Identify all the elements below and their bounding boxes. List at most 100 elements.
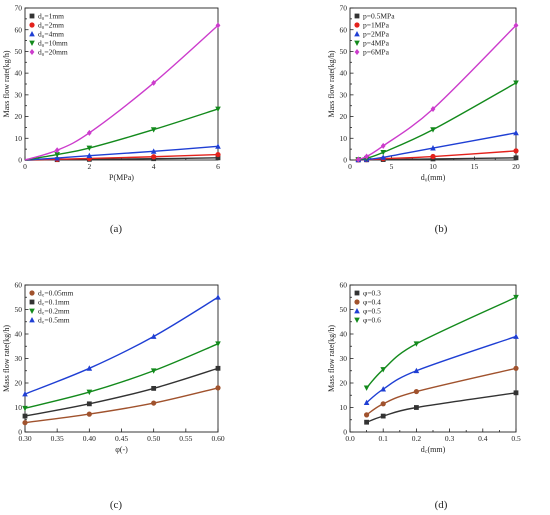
data-point <box>86 401 92 407</box>
panel-label: (c) <box>110 499 123 511</box>
data-point <box>215 155 221 161</box>
data-point <box>215 22 221 29</box>
series-line <box>358 24 517 161</box>
x-tick-label: 6 <box>216 162 220 171</box>
y-tick-label: 60 <box>15 25 23 34</box>
x-tick-label: 5 <box>390 162 394 171</box>
x-tick-label: 0 <box>348 162 352 171</box>
data-point <box>413 367 420 374</box>
y-tick-label: 0 <box>343 156 347 165</box>
x-tick-label: 0.35 <box>51 434 64 443</box>
data-point <box>430 153 436 160</box>
legend-marker <box>29 299 35 305</box>
legend-entry: d꜀=0.5mm <box>38 316 70 325</box>
panel-b: 0 5 10 15 20 0 10 20 30 40 50 60 70 d₀(mm) Mass flow r… <box>327 4 520 235</box>
data-point <box>215 385 221 391</box>
y-tick-label: 20 <box>340 379 348 388</box>
series-line <box>24 24 219 161</box>
panel-label: (a) <box>110 223 123 235</box>
series-line <box>24 387 219 424</box>
x-axis-label: d꜀(mm) <box>421 445 446 454</box>
y-tick-label: 20 <box>340 112 348 121</box>
legend-marker <box>29 317 35 323</box>
y-tick-label: 30 <box>340 354 348 363</box>
y-axis-label: Mass flow rate(kg/h) <box>2 325 11 392</box>
data-point <box>513 155 519 161</box>
y-tick-label: 50 <box>340 47 348 56</box>
panel-d: 0.0 0.1 0.2 0.3 0.4 0.5 0 10 20 30 40 50 60 d꜀(mm) Mas… <box>327 281 521 511</box>
data-point <box>364 419 369 425</box>
legend-entry: p=1MPa <box>363 21 390 30</box>
data-point <box>380 401 386 407</box>
data-point <box>150 333 157 339</box>
data-point <box>513 365 519 371</box>
legend-marker <box>354 290 360 296</box>
legend-marker <box>29 13 35 19</box>
x-tick-label: 15 <box>471 162 479 171</box>
data-point <box>215 294 221 300</box>
x-tick-label: 0.50 <box>147 434 160 443</box>
legend-marker <box>29 49 35 55</box>
data-point <box>215 151 221 158</box>
legend-marker <box>29 308 35 314</box>
data-point <box>380 413 386 419</box>
x-axis-label: d₀(mm) <box>421 173 446 182</box>
y-tick-label: 20 <box>15 379 23 388</box>
x-tick-label: 2 <box>87 162 91 171</box>
data-point <box>513 333 519 339</box>
data-point <box>22 405 28 412</box>
legend-marker <box>354 13 360 19</box>
y-tick-label: 70 <box>340 4 348 13</box>
data-point <box>151 79 157 86</box>
data-point <box>215 365 221 371</box>
data-point <box>364 412 370 418</box>
legend-marker <box>354 308 360 314</box>
legend-entry: φ=0.6 <box>363 316 381 325</box>
series-line <box>366 296 517 389</box>
data-point <box>22 413 28 419</box>
data-point <box>150 148 157 154</box>
x-tick-label: 0.2 <box>412 434 422 443</box>
data-point <box>513 390 519 396</box>
data-point <box>380 142 386 149</box>
series-line <box>366 367 517 416</box>
legend-entry: d₀=1mm <box>38 12 64 21</box>
data-point <box>430 145 436 151</box>
y-tick-label: 40 <box>340 330 348 339</box>
legend-marker <box>354 40 360 46</box>
y-tick-label: 50 <box>15 305 23 314</box>
data-point <box>86 145 93 152</box>
x-tick-label: 0.30 <box>18 434 31 443</box>
y-tick-label: 0 <box>18 156 22 165</box>
legend-entry: d꜀=0.05mm <box>38 289 74 298</box>
data-point <box>215 143 221 149</box>
data-point <box>430 105 436 112</box>
data-point <box>363 399 370 405</box>
data-point <box>54 152 60 158</box>
y-tick-label: 30 <box>15 354 23 363</box>
legend-marker <box>354 299 360 305</box>
y-tick-label: 40 <box>340 69 348 78</box>
x-tick-label: 0.45 <box>115 434 128 443</box>
y-tick-label: 60 <box>340 25 348 34</box>
data-point <box>22 391 28 397</box>
y-tick-label: 50 <box>340 305 348 314</box>
legend-marker <box>29 31 35 37</box>
x-tick-label: 20 <box>512 162 520 171</box>
x-tick-label: 10 <box>429 162 437 171</box>
series-line <box>358 82 517 161</box>
data-point <box>54 155 60 161</box>
data-point <box>150 127 157 133</box>
data-point <box>355 156 361 163</box>
y-tick-label: 10 <box>15 403 23 412</box>
data-point <box>380 367 386 373</box>
y-tick-label: 40 <box>15 69 23 78</box>
panel-label: (d) <box>435 499 448 511</box>
x-tick-label: 0.55 <box>179 434 192 443</box>
data-point <box>150 368 157 374</box>
series-line <box>24 343 219 409</box>
y-tick-label: 50 <box>15 47 23 56</box>
legend-entry: p=6MPa <box>363 48 390 57</box>
data-point <box>215 106 221 112</box>
